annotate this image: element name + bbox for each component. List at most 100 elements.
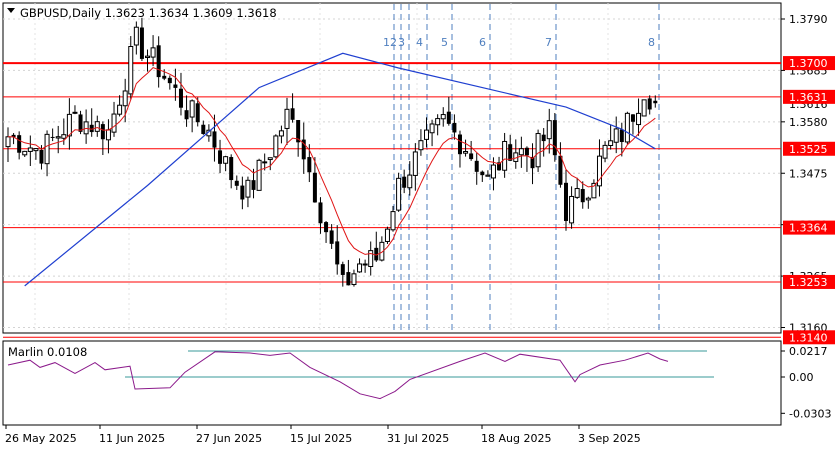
candle-body-up xyxy=(518,148,524,156)
chart-header: GBPUSD,Daily 1.3623 1.3634 1.3609 1.3618 xyxy=(7,6,277,20)
time-label: 31 Jul 2025 xyxy=(387,432,449,445)
candle-body-up xyxy=(5,136,11,148)
candle-body-down xyxy=(452,122,457,133)
time-axis: 26 May 2025 11 Jun 2025 27 Jun 2025 15 Jul … xyxy=(5,425,641,445)
candle-body-down xyxy=(329,230,334,244)
marlin-indicator: 0.0217 0.00 -0.0303 xyxy=(7,345,831,420)
candle-body-down xyxy=(630,114,635,122)
collapse-triangle-icon[interactable] xyxy=(7,8,15,13)
candle-body-down xyxy=(11,134,16,138)
time-label: 11 Jun 2025 xyxy=(99,432,165,445)
candle-body-down xyxy=(78,114,83,132)
candle-body-up xyxy=(591,182,597,199)
candle-body-down xyxy=(558,155,563,185)
wave-label: 8 xyxy=(648,36,655,49)
candle-body-up xyxy=(613,128,619,143)
candle-body-down xyxy=(335,241,340,265)
candle-body-down xyxy=(580,189,585,203)
candle-body-up xyxy=(384,228,390,242)
candle-body-down xyxy=(156,45,161,78)
marlin-tick-label: 0.00 xyxy=(789,371,814,384)
candle-body-up xyxy=(636,112,642,126)
candle-body-down xyxy=(307,157,312,173)
candle-body-down xyxy=(541,134,546,142)
candle-body-up xyxy=(396,177,402,211)
time-label: 15 Jul 2025 xyxy=(290,432,352,445)
candle-body-down xyxy=(167,77,172,84)
wave-label: 2 xyxy=(390,36,397,49)
candle-body-down xyxy=(324,222,329,233)
candle-body-down xyxy=(497,162,502,171)
candle-body-up xyxy=(608,140,614,146)
level-label: 1.3700 xyxy=(789,57,828,70)
candle-body-up xyxy=(424,129,429,140)
candles xyxy=(5,17,658,287)
candle-body-down xyxy=(508,144,513,161)
candle-body-down xyxy=(195,103,200,123)
candle-body-down xyxy=(39,149,44,164)
level-label-bg xyxy=(783,220,835,235)
candle-body-up xyxy=(128,45,134,95)
price-tick-label: 1.3580 xyxy=(789,116,828,129)
candle-body-down xyxy=(318,202,323,224)
candle-body-down xyxy=(524,147,529,156)
level-label: 1.3140 xyxy=(789,331,828,344)
wave-label: 5 xyxy=(441,36,448,49)
candle-body-up xyxy=(440,114,446,120)
candle-body-up xyxy=(435,118,441,126)
candle-body-up xyxy=(602,144,608,159)
candle-body-up xyxy=(379,241,385,261)
level-label-bg xyxy=(783,141,835,156)
candle-body-up xyxy=(574,188,580,198)
candle-body-down xyxy=(100,124,105,140)
level-label: 1.3631 xyxy=(789,91,828,104)
candle-body-up xyxy=(463,150,469,154)
candle-body-up xyxy=(596,155,602,187)
candle-body-down xyxy=(402,176,407,188)
candle-body-up xyxy=(66,113,72,137)
candle-body-down xyxy=(446,111,451,124)
indicator-panel xyxy=(2,340,782,426)
marlin-tick-label: -0.0303 xyxy=(789,407,831,420)
candle-body-up xyxy=(245,179,251,198)
price-panel xyxy=(2,2,782,334)
candle-body-up xyxy=(111,113,117,133)
candle-body-up xyxy=(145,55,150,59)
candle-body-up xyxy=(502,140,508,171)
candle-body-down xyxy=(619,129,624,143)
candle-body-up xyxy=(412,151,418,176)
candle-body-down xyxy=(162,75,167,79)
candle-body-up xyxy=(72,111,78,114)
candle-body-up xyxy=(284,108,290,129)
candle-body-down xyxy=(17,135,22,153)
candle-body-down xyxy=(218,150,223,164)
candle-body-up xyxy=(490,164,496,179)
candle-body-down xyxy=(480,171,485,176)
price-tick-label: 1.3790 xyxy=(789,13,828,26)
candle-body-down xyxy=(301,139,306,160)
price-tick-label: 1.3475 xyxy=(789,167,828,180)
candle-body-down xyxy=(530,156,535,169)
candle-body-down xyxy=(552,120,557,156)
level-label-bg xyxy=(783,89,835,104)
candle-body-up xyxy=(641,99,647,117)
candle-body-down xyxy=(312,172,317,203)
candle-body-down xyxy=(290,108,295,120)
candle-body-up xyxy=(418,140,424,151)
candle-body-down xyxy=(374,247,379,261)
candle-body-up xyxy=(485,174,491,177)
moving-averages xyxy=(7,52,656,287)
candle-body-up xyxy=(133,26,139,46)
candle-body-up xyxy=(150,47,156,58)
candle-body-up xyxy=(429,123,435,134)
level-label-bg xyxy=(783,274,835,289)
candle-body-down xyxy=(346,272,351,286)
wave-label: 1 xyxy=(383,36,390,49)
candle-body-up xyxy=(278,130,284,137)
candle-body-down xyxy=(296,120,301,143)
candle-body-up xyxy=(267,157,273,161)
candle-body-up xyxy=(44,133,50,165)
candle-body-down xyxy=(50,136,55,138)
